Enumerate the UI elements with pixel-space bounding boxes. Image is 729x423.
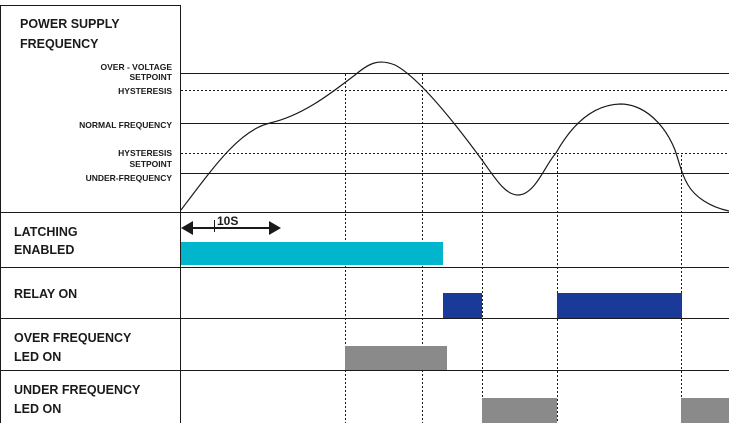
relay-on-title: RELAY ON [14, 287, 77, 301]
setpoint-top-label: SETPOINT [129, 72, 172, 82]
frequency-curve [180, 61, 729, 212]
hysteresis-top-label: HYSTERESIS [118, 86, 172, 96]
level-lines [181, 73, 729, 174]
relay-on-bar [443, 293, 482, 318]
normal-frequency-label: NORMAL FREQUENCY [79, 120, 172, 130]
under-frequency-led-title: UNDER FREQUENCY LED ON [14, 383, 144, 416]
event-markers [345, 74, 682, 423]
under-frequency-label: UNDER-FREQUENCY [86, 173, 173, 183]
over-frequency-led-title: OVER FREQUENCY LED ON [14, 331, 135, 364]
relay-on-bar [557, 293, 682, 318]
under-frequency-led-bar [681, 398, 729, 423]
over-voltage-label: OVER - VOLTAGE [101, 62, 173, 72]
latching-enabled-bar [181, 242, 443, 265]
setpoint-bottom-label: SETPOINT [129, 159, 172, 169]
latch-duration-arrow [181, 220, 281, 235]
diagram-frame [0, 5, 729, 423]
level-labels: OVER - VOLTAGE SETPOINT HYSTERESIS NORMA… [79, 62, 173, 183]
under-frequency-led-bar [482, 398, 557, 423]
latching-enabled-title: LATCHING ENABLED [14, 225, 81, 257]
latch-duration-label: 10S [217, 214, 238, 228]
over-frequency-led-bar [345, 346, 447, 370]
power-supply-frequency-title: POWER SUPPLY FREQUENCY [20, 17, 123, 51]
hysteresis-bottom-label: HYSTERESIS [118, 148, 172, 158]
